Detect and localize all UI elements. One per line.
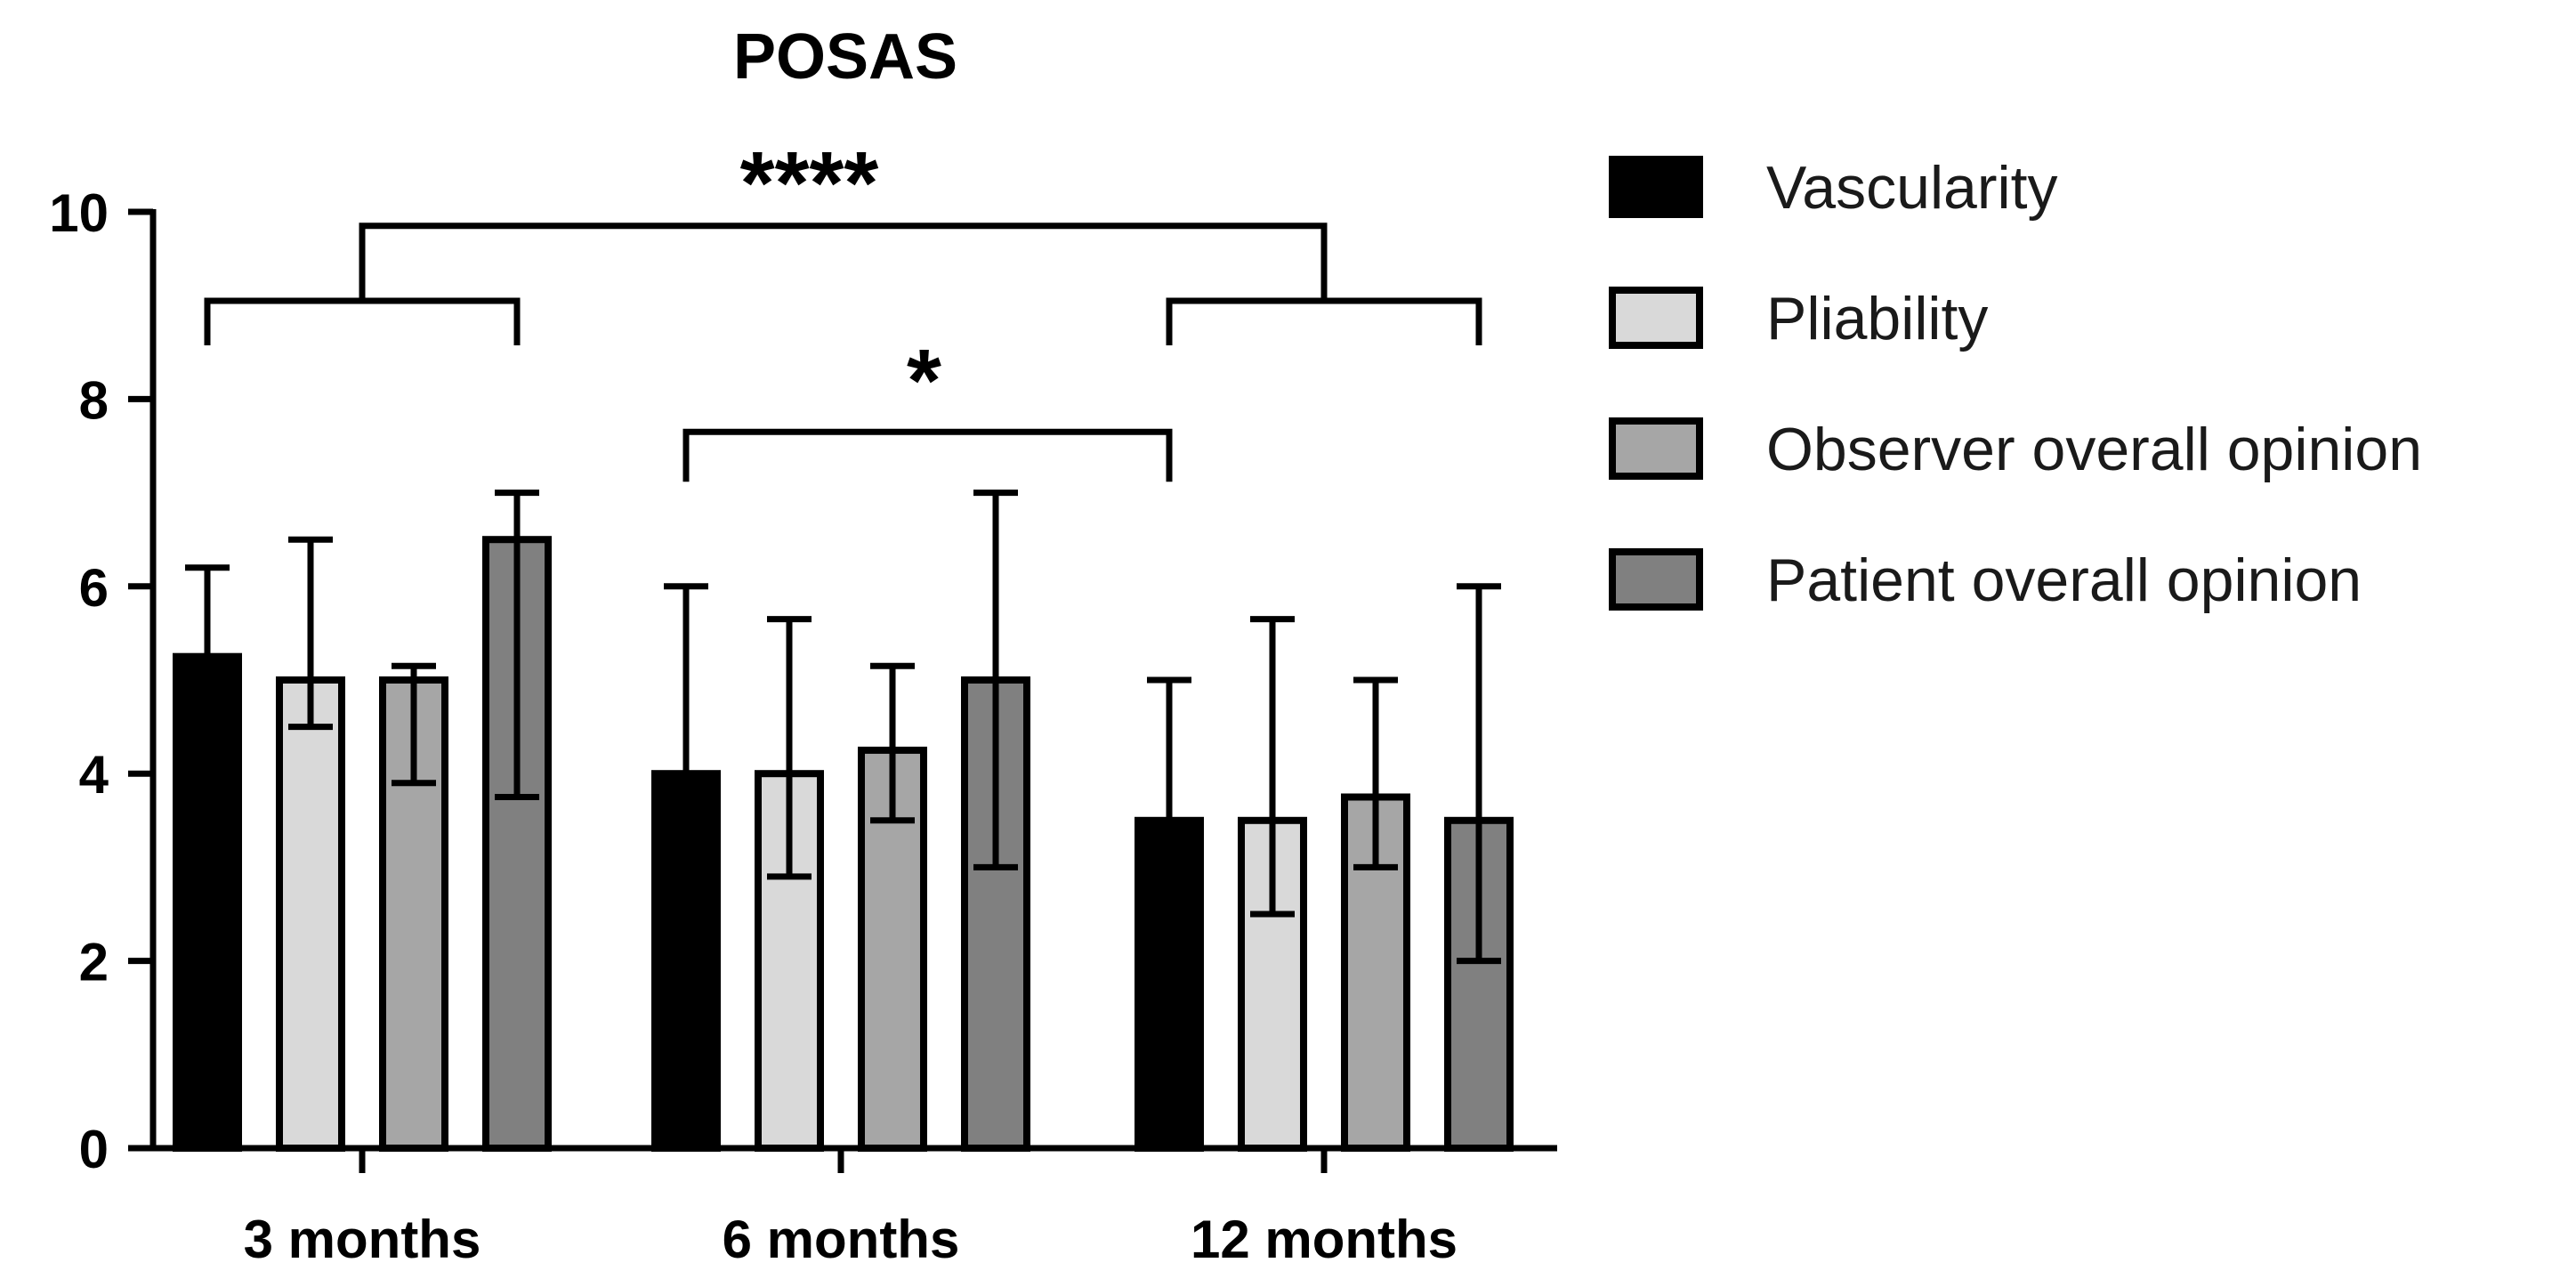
y-tick-label: 2	[79, 933, 109, 992]
legend-label-observer-overall-opinion: Observer overall opinion	[1766, 416, 2422, 483]
x-tick-label-6-months: 6 months	[723, 1210, 960, 1269]
sig-sub-bracket	[204, 297, 521, 345]
bar-vascularity-3-months	[173, 652, 242, 1152]
legend-swatch-pliability	[1609, 287, 1703, 349]
y-tick-label: 10	[49, 183, 109, 243]
legend-swatch-observer-overall-opinion	[1609, 417, 1703, 480]
legend-label-patient-overall-opinion: Patient overall opinion	[1766, 546, 2362, 614]
y-tick-label: 0	[79, 1120, 109, 1179]
y-tick-label: 8	[79, 370, 109, 430]
sig-bracket-secondary	[682, 428, 1173, 482]
legend: Vascularity Pliability Observer overall op…	[1609, 154, 2422, 614]
y-tick-label: 6	[79, 558, 109, 618]
sig-sub-bracket	[1166, 297, 1482, 345]
x-tick-label-3-months: 3 months	[244, 1210, 481, 1269]
y-tick-label: 4	[79, 745, 109, 805]
bar-vascularity-6-months	[651, 770, 721, 1152]
bar-pliability-3-months	[276, 676, 345, 1152]
legend-swatch-vascularity	[1609, 156, 1703, 218]
sig-bracket-main	[359, 223, 1328, 301]
x-tick-label-12-months: 12 months	[1191, 1210, 1458, 1269]
bar-vascularity-12-months	[1135, 816, 1204, 1152]
sig-label-main: ****	[740, 134, 879, 233]
legend-swatch-patient-overall-opinion	[1609, 548, 1703, 611]
legend-label-vascularity: Vascularity	[1766, 154, 2058, 222]
chart-title: POSAS	[733, 21, 957, 93]
sig-label-secondary: *	[907, 331, 941, 431]
legend-label-pliability: Pliability	[1766, 285, 1988, 352]
